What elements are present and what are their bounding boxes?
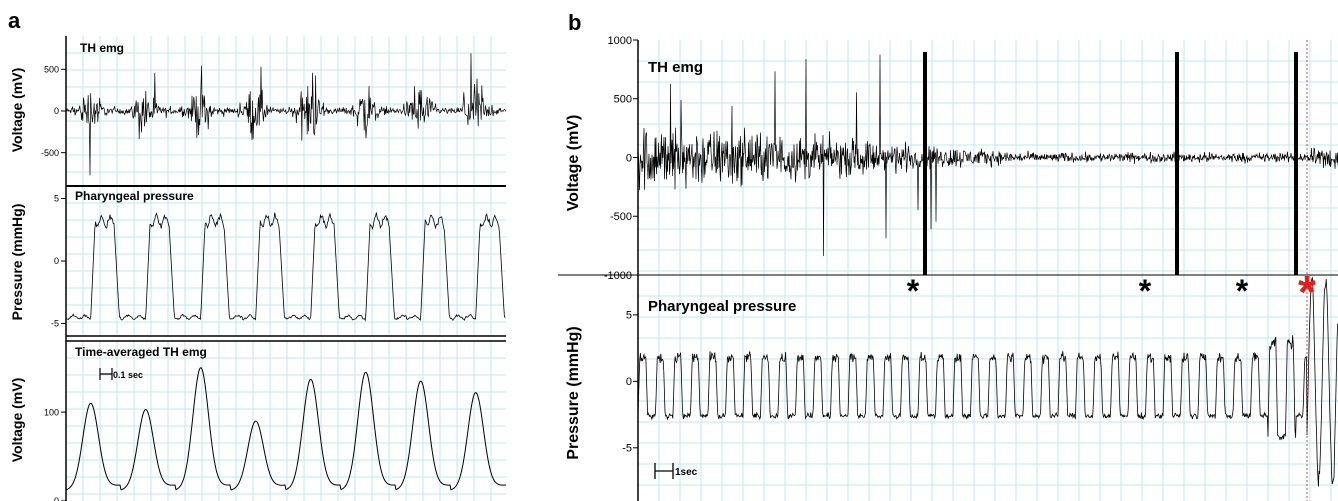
panel-b-emg-title: TH emg (648, 59, 703, 76)
panel-a-emg-trace (65, 53, 507, 176)
y-tick-label: -5 (51, 319, 59, 329)
panel-b-pressure-chart: Pharyngeal pressure Pressure (mmHg) 1sec… (565, 275, 1338, 501)
panel-a-emg-title: TH emg (80, 41, 124, 55)
panel-a-pressure-trace (65, 212, 506, 322)
panel-label-a: a (8, 8, 21, 33)
event-marker-asterisk: * (1236, 273, 1249, 309)
artifact-spike (1175, 52, 1179, 275)
panel-b-pressure-trace (637, 276, 1338, 487)
panel-a-pressure-title: Pharyngeal pressure (75, 189, 194, 203)
y-tick-label: 0 (626, 376, 632, 388)
y-tick-label: 5 (626, 310, 632, 322)
y-tick-label: 500 (614, 94, 632, 106)
y-tick-label: -1000 (604, 270, 632, 282)
panel-b-emg-trace (637, 54, 1338, 257)
event-marker-asterisk: * (907, 273, 920, 309)
panel-a-emg-chart: TH emg Voltage (mV) 500 0 -500 (9, 36, 507, 186)
panel-a-pressure-chart: Pharyngeal pressure Pressure (mmHg) 5 0 -5 (9, 186, 506, 336)
y-tick-label: 0 (54, 256, 59, 266)
panel-b-emg-chart: TH emg Voltage (mV) 1000 500 0 -500 -1000 (565, 35, 1338, 282)
panel-a-averaged-ylabel: Voltage (mV) (9, 378, 25, 463)
y-tick-label: 5 (54, 194, 59, 204)
artifact-spike (1294, 52, 1298, 275)
panel-a-pressure-ylabel: Pressure (mmHg) (9, 204, 25, 321)
y-tick-label: 0 (54, 496, 59, 501)
y-tick-label: 1000 (608, 35, 632, 47)
panel-b-pressure-ylabel: Pressure (mmHg) (565, 326, 582, 459)
panel-b-axes (558, 40, 1338, 501)
event-marker-asterisk: * (1139, 273, 1152, 309)
y-tick-label: 0 (626, 152, 632, 164)
panel-a-averaged-trace (65, 367, 506, 491)
panel-a-emg-ylabel: Voltage (mV) (9, 68, 25, 153)
panel-label-b: b (568, 10, 581, 35)
y-tick-label: 100 (44, 407, 59, 417)
y-tick-label: -500 (610, 211, 632, 223)
panel-b-pressure-title: Pharyngeal pressure (648, 298, 796, 315)
y-tick-label: 0 (54, 106, 59, 116)
panel-a-averaged-title: Time-averaged TH emg (75, 345, 207, 359)
panel-a-separators (65, 36, 506, 501)
panel-b-emg-ylabel: Voltage (mV) (565, 115, 582, 212)
event-marker-red-asterisk: * (1298, 266, 1316, 318)
panel-b-scalebar: 1sec (654, 463, 698, 479)
panel-a-scalebar: 0.1 sec (99, 368, 143, 380)
artifact-spike (923, 52, 927, 275)
panel-a-scalebar-label: 0.1 sec (113, 370, 143, 380)
y-tick-label: -5 (622, 443, 632, 455)
panel-b-scalebar-label: 1sec (675, 467, 698, 478)
y-tick-label: -500 (41, 148, 59, 158)
panel-a-averaged-chart: Time-averaged TH emg Voltage (mV) 0.1 se… (9, 341, 506, 501)
y-tick-label: 500 (44, 64, 59, 74)
panel-b-artifact-spikes (923, 52, 1298, 275)
